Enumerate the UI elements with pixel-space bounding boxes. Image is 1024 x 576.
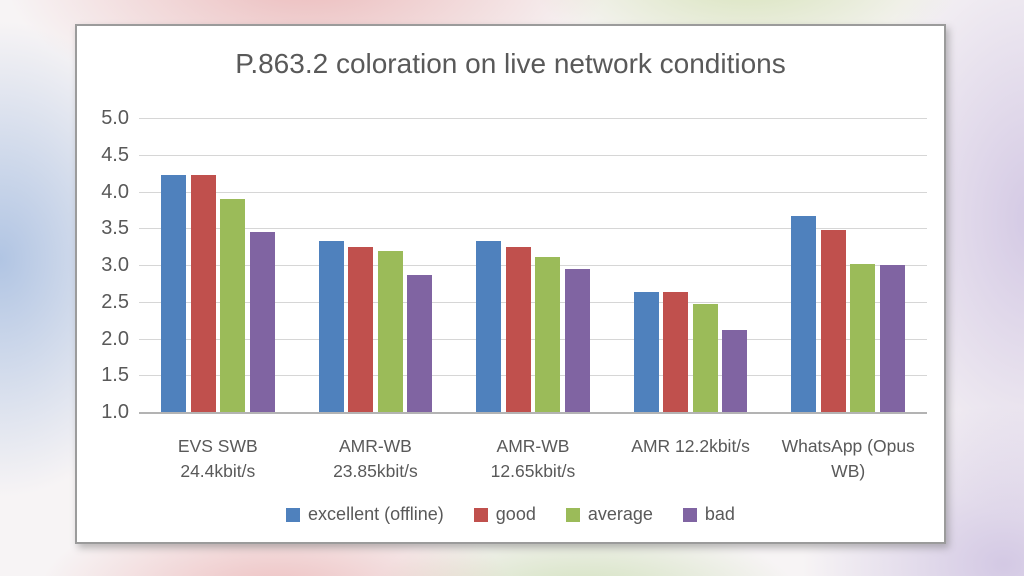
- bar-good: [820, 230, 846, 412]
- gridline: [139, 265, 927, 266]
- bar-excellent-offline: [633, 292, 659, 412]
- bar-excellent-offline: [318, 241, 344, 412]
- legend-item: good: [473, 504, 536, 525]
- x-category-label: WhatsApp (Opus WB): [781, 436, 915, 482]
- legend-swatch-icon: [682, 507, 697, 522]
- bar-excellent-offline: [161, 175, 187, 412]
- bar-bad: [879, 265, 905, 412]
- gridline: [139, 301, 927, 303]
- bar-good: [663, 292, 689, 412]
- bar-average: [535, 256, 561, 412]
- bar-bad: [722, 329, 748, 412]
- y-tick-label: 2.0: [101, 327, 129, 350]
- legend-label: excellent (offline): [308, 504, 444, 524]
- bar-bad: [407, 275, 433, 412]
- x-category-label: EVS SWB 24.4kbit/s: [177, 436, 258, 482]
- legend-swatch-icon: [473, 507, 488, 522]
- x-category-label: AMR-WB 12.65kbit/s: [490, 436, 576, 482]
- y-tick-label: 1.0: [101, 401, 129, 423]
- gridline: [139, 154, 927, 156]
- legend-label: good: [495, 504, 536, 524]
- bar-average: [377, 251, 403, 412]
- bar-average: [220, 198, 246, 412]
- legend-swatch-icon: [286, 507, 301, 522]
- x-axis-line: [139, 412, 927, 414]
- legend-item: excellent (offline): [286, 504, 444, 525]
- gridline: [139, 375, 927, 377]
- bar-excellent-offline: [791, 215, 817, 412]
- chart-title: P.863.2 coloration on live network condi…: [235, 48, 786, 79]
- bar-average: [692, 303, 718, 412]
- y-tick-label: 4.5: [101, 143, 129, 166]
- bar-average: [850, 263, 876, 412]
- legend-item: average: [565, 504, 653, 525]
- gridline: [139, 118, 927, 119]
- y-tick-label: 3.0: [101, 254, 129, 276]
- bar-good: [348, 246, 374, 412]
- gridline: [139, 191, 927, 193]
- bar-good: [505, 246, 531, 412]
- y-tick-label: 5.0: [101, 107, 129, 129]
- x-category-label: AMR-WB 23.85kbit/s: [333, 436, 418, 482]
- bar-excellent-offline: [476, 241, 502, 412]
- chart-legend: excellent (offline) good average bad: [77, 504, 944, 525]
- y-tick-label: 3.5: [101, 217, 129, 240]
- legend-swatch-icon: [565, 507, 580, 522]
- bar-good: [190, 175, 216, 412]
- chart-panel: P.863.2 coloration on live network condi…: [75, 24, 946, 544]
- y-tick-label: 4.0: [101, 180, 129, 203]
- gridline: [139, 338, 927, 340]
- gridline: [139, 228, 927, 230]
- legend-item: bad: [682, 504, 735, 525]
- bar-bad: [564, 268, 590, 412]
- y-tick-label: 1.5: [101, 364, 129, 387]
- legend-label: bad: [704, 504, 735, 524]
- x-category-label: AMR 12.2kbit/s: [631, 436, 750, 456]
- y-tick-label: 2.5: [101, 290, 129, 313]
- bar-bad: [249, 231, 275, 412]
- legend-label: average: [587, 504, 653, 524]
